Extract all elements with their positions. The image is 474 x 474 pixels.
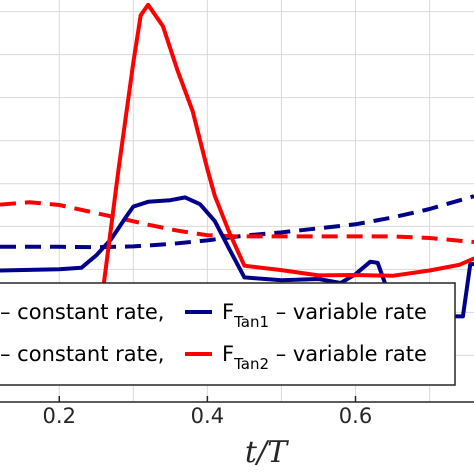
x-tick-label: 0.4	[191, 404, 224, 428]
legend-label-tan1-variable-prefix: F	[222, 300, 234, 324]
legend: – constant rate, FTan1 – variable rate –…	[0, 282, 456, 386]
x-ticks: 0.2 0.4 0.6	[43, 396, 372, 428]
legend-label-tan1-constant: – constant rate,	[0, 300, 164, 324]
legend-label-tan2-constant: – constant rate,	[0, 342, 164, 366]
legend-label-tan2-variable-prefix: F	[222, 342, 234, 366]
legend-row-1: – constant rate, FTan1 – variable rate	[0, 300, 427, 331]
legend-label-tan2-variable-sub: Tan2	[233, 355, 269, 373]
legend-label-tan2-variable: FTan2 – variable rate	[222, 342, 427, 373]
x-axis-label: t/T	[245, 435, 289, 470]
axes: 0.2 0.4 0.6 t/T	[0, 396, 474, 470]
series-line-tan2-constant	[0, 200, 474, 244]
legend-label-tan1-variable-sub: Tan1	[233, 313, 269, 331]
x-tick-label: 0.2	[43, 404, 76, 428]
legend-label-tan1-variable-suffix: – variable rate	[269, 300, 427, 324]
legend-label-tan1-variable: FTan1 – variable rate	[222, 300, 427, 331]
legend-label-tan2-variable-suffix: – variable rate	[269, 342, 427, 366]
legend-box	[0, 282, 456, 386]
legend-row-2: – constant rate, FTan2 – variable rate	[0, 342, 427, 373]
x-tick-label: 0.6	[339, 404, 372, 428]
